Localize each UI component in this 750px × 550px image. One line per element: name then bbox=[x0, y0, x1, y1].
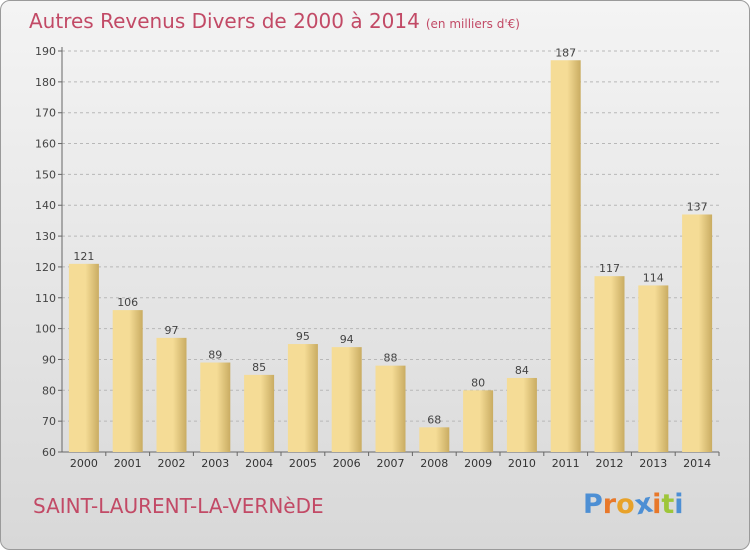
data-label: 97 bbox=[165, 324, 179, 337]
bar-2014 bbox=[682, 214, 713, 452]
data-label: 95 bbox=[296, 330, 310, 343]
y-tick-label: 60 bbox=[42, 446, 56, 459]
y-tick-label: 150 bbox=[35, 168, 56, 181]
y-tick-label: 190 bbox=[35, 45, 56, 58]
bar-2007 bbox=[375, 365, 406, 452]
x-tick-label: 2000 bbox=[70, 457, 98, 470]
data-label: 80 bbox=[471, 376, 485, 389]
title-unit: (en milliers d'€) bbox=[425, 17, 520, 31]
bar-2002 bbox=[156, 337, 187, 452]
data-label: 94 bbox=[340, 333, 354, 346]
chart-title: Autres Revenus Divers de 2000 à 2014 (en … bbox=[29, 9, 520, 33]
bar-2001 bbox=[112, 310, 143, 452]
bar-2004 bbox=[244, 374, 275, 452]
bar-2011 bbox=[550, 60, 581, 452]
y-tick-label: 120 bbox=[35, 261, 56, 274]
x-tick-label: 2012 bbox=[596, 457, 624, 470]
logo-letter: o bbox=[616, 489, 635, 520]
proxiti-logo: Proxiti bbox=[583, 488, 684, 522]
x-tick-label: 2003 bbox=[201, 457, 229, 470]
data-label: 121 bbox=[73, 250, 94, 263]
logo-letter: r bbox=[602, 489, 617, 520]
y-tick-label: 130 bbox=[35, 230, 56, 243]
y-tick-label: 100 bbox=[35, 323, 56, 336]
bar-2008 bbox=[419, 427, 450, 452]
bar-2009 bbox=[463, 390, 494, 452]
logo-letter: i bbox=[652, 489, 662, 520]
x-tick-label: 2014 bbox=[683, 457, 711, 470]
y-tick-label: 90 bbox=[42, 353, 56, 366]
y-tick-label: 110 bbox=[35, 292, 56, 305]
x-tick-label: 2011 bbox=[552, 457, 580, 470]
y-tick-label: 160 bbox=[35, 138, 56, 151]
x-tick-label: 2004 bbox=[245, 457, 273, 470]
bar-2013 bbox=[638, 285, 669, 452]
bar-2003 bbox=[200, 362, 231, 452]
x-tick-label: 2006 bbox=[333, 457, 361, 470]
bar-2005 bbox=[287, 344, 318, 452]
bar-2010 bbox=[506, 377, 537, 452]
y-tick-label: 80 bbox=[42, 384, 56, 397]
y-tick-label: 140 bbox=[35, 199, 56, 212]
data-label: 84 bbox=[515, 364, 529, 377]
bar-2006 bbox=[331, 347, 362, 452]
y-tick-label: 180 bbox=[35, 76, 56, 89]
x-tick-label: 2009 bbox=[464, 457, 492, 470]
x-tick-label: 2013 bbox=[639, 457, 667, 470]
data-label: 88 bbox=[384, 352, 398, 365]
x-tick-label: 2010 bbox=[508, 457, 536, 470]
data-label: 137 bbox=[687, 200, 708, 213]
x-tick-label: 2001 bbox=[114, 457, 142, 470]
bar-2012 bbox=[594, 276, 625, 452]
data-label: 114 bbox=[643, 271, 664, 284]
data-label: 117 bbox=[599, 262, 620, 275]
x-tick-label: 2002 bbox=[158, 457, 186, 470]
data-label: 85 bbox=[252, 361, 266, 374]
logo-letter: i bbox=[674, 489, 684, 520]
data-label: 68 bbox=[427, 413, 441, 426]
data-label: 187 bbox=[555, 46, 576, 59]
town-name: SAINT-LAURENT-LA-VERNèDE bbox=[33, 494, 324, 518]
y-tick-label: 70 bbox=[42, 415, 56, 428]
x-tick-label: 2008 bbox=[420, 457, 448, 470]
title-text: Autres Revenus Divers de 2000 à 2014 bbox=[29, 9, 420, 33]
logo-letter: P bbox=[583, 489, 603, 520]
data-label: 106 bbox=[117, 296, 138, 309]
bar-2000 bbox=[68, 263, 99, 452]
x-tick-label: 2005 bbox=[289, 457, 317, 470]
data-label: 89 bbox=[208, 349, 222, 362]
x-tick-label: 2007 bbox=[377, 457, 405, 470]
y-tick-label: 170 bbox=[35, 107, 56, 120]
logo-letter: t bbox=[661, 489, 675, 520]
